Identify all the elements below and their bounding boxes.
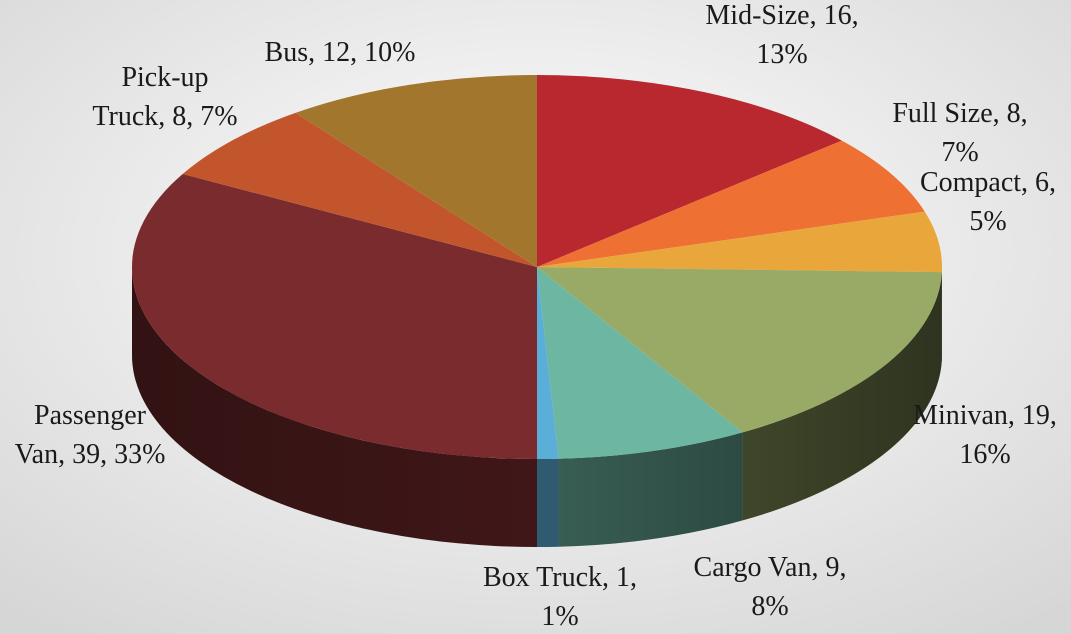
data-label: Full Size, 8, 7%: [892, 98, 1027, 168]
slice: [537, 140, 925, 267]
data-label: Cargo Van, 9, 8%: [694, 552, 847, 622]
slice: [537, 211, 942, 273]
slice: [537, 267, 743, 459]
data-label: Mid-Size, 16, 13%: [705, 0, 858, 70]
data-label: Bus, 12, 10%: [265, 37, 416, 68]
slice: [537, 267, 559, 459]
side-shade: [132, 267, 942, 547]
data-label: Minivan, 19, 16%: [913, 400, 1057, 470]
slice: [537, 267, 942, 433]
data-label: Compact, 6, 5%: [920, 167, 1056, 237]
slice: [131, 173, 537, 459]
data-label: Passenger Van, 39, 33%: [15, 400, 166, 470]
data-label: Pick-up Truck, 8, 7%: [92, 62, 237, 132]
data-label: Box Truck, 1, 1%: [483, 562, 637, 632]
slice: [537, 75, 842, 267]
slice: [295, 75, 537, 267]
slice: [182, 112, 537, 267]
